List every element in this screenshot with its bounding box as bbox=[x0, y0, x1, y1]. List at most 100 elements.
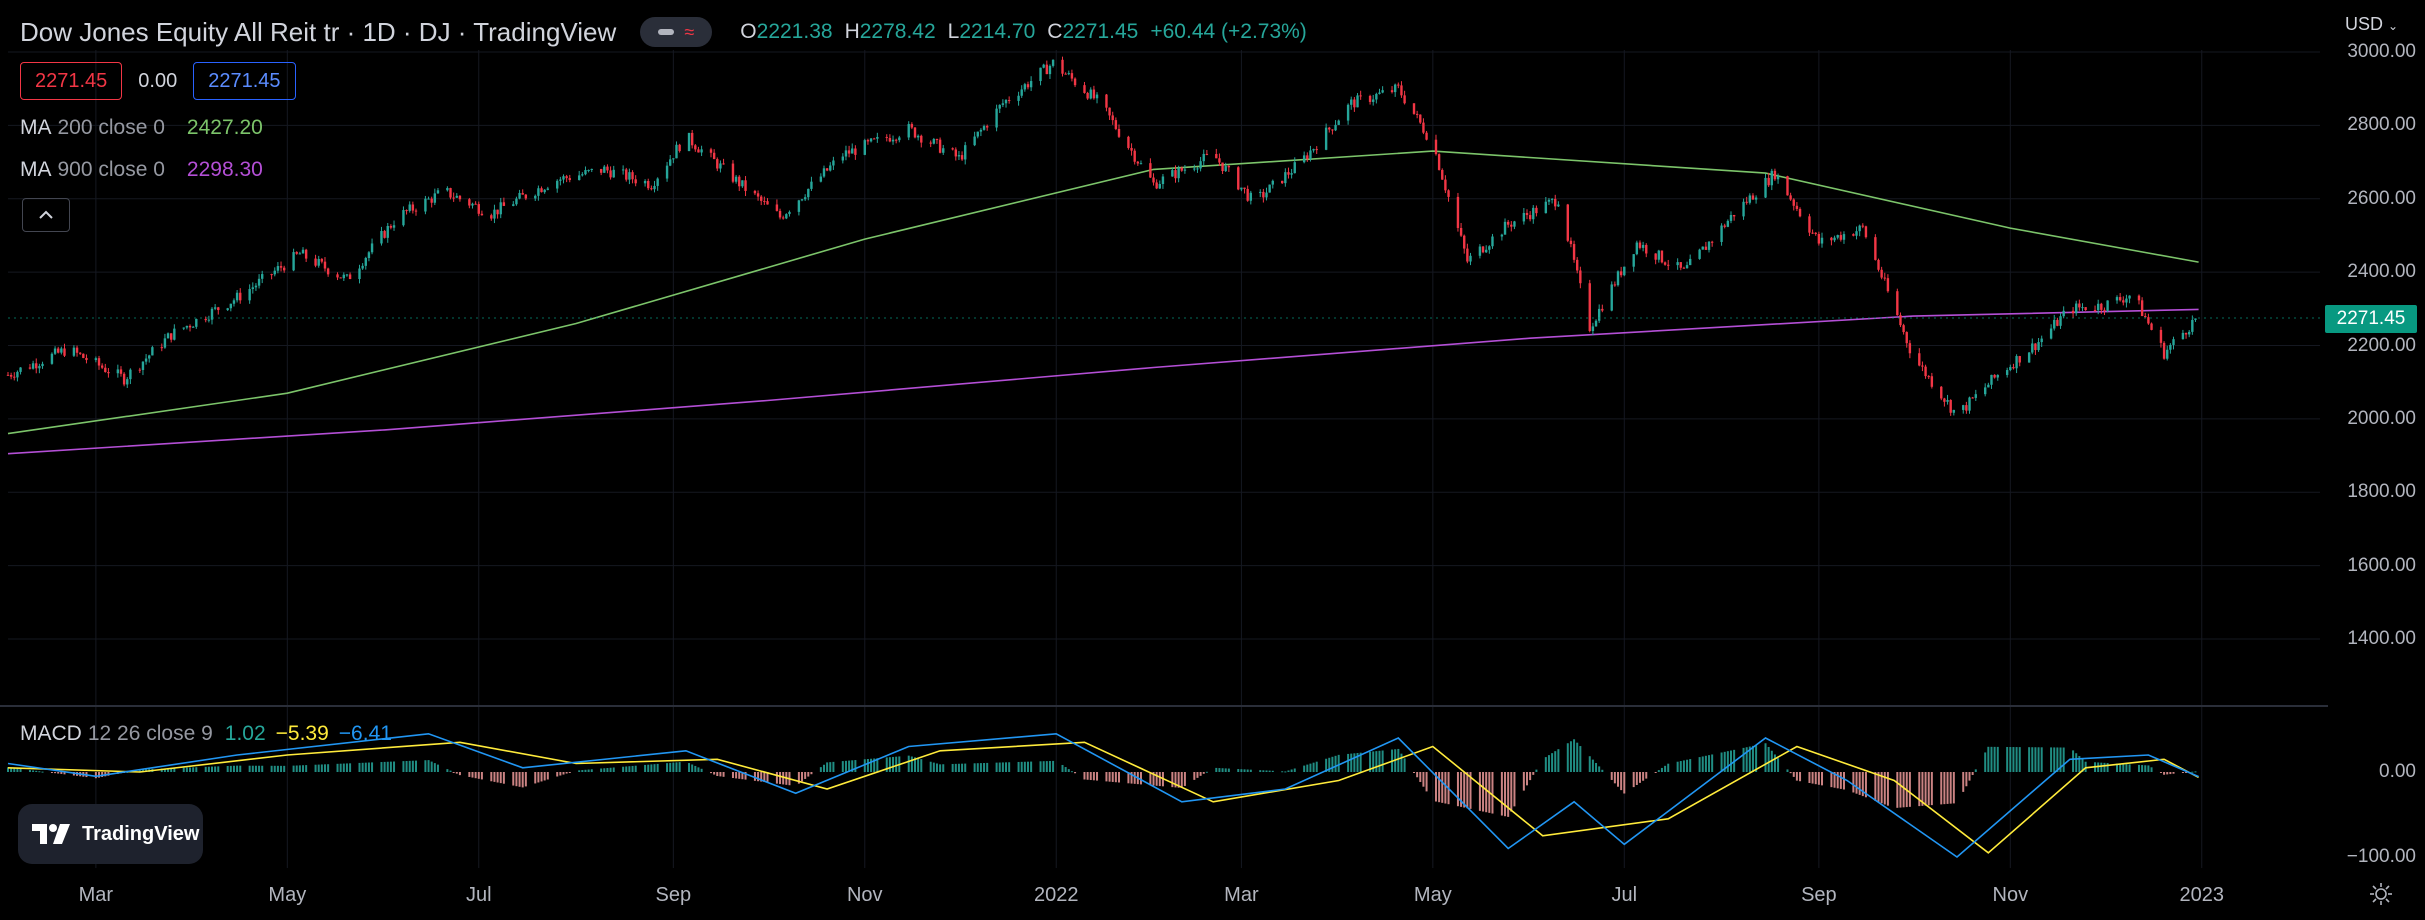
candle[interactable] bbox=[669, 155, 672, 167]
candle[interactable] bbox=[1444, 175, 1447, 194]
buy-price-button[interactable]: 2271.45 bbox=[193, 62, 296, 100]
candle[interactable] bbox=[1243, 187, 1246, 194]
candle[interactable] bbox=[2125, 294, 2128, 308]
candle[interactable] bbox=[1839, 231, 1843, 242]
candle[interactable] bbox=[756, 190, 760, 201]
candle[interactable] bbox=[537, 185, 540, 201]
candle[interactable] bbox=[2147, 313, 2150, 325]
candle[interactable] bbox=[358, 264, 361, 284]
candle[interactable] bbox=[1682, 266, 1686, 269]
candle[interactable] bbox=[1262, 188, 1265, 203]
candle[interactable] bbox=[455, 193, 458, 198]
candle[interactable] bbox=[1710, 240, 1714, 247]
candle[interactable] bbox=[518, 189, 521, 200]
candle[interactable] bbox=[1177, 165, 1180, 183]
candle[interactable] bbox=[1896, 288, 1899, 316]
candle[interactable] bbox=[6, 371, 10, 376]
candle[interactable] bbox=[1864, 225, 1868, 239]
candle[interactable] bbox=[2093, 305, 2097, 313]
candle[interactable] bbox=[257, 274, 261, 289]
candle[interactable] bbox=[424, 195, 427, 215]
candle[interactable] bbox=[82, 353, 85, 359]
candle[interactable] bbox=[320, 258, 324, 264]
candle[interactable] bbox=[301, 247, 305, 254]
candle[interactable] bbox=[72, 345, 76, 357]
candle[interactable] bbox=[104, 363, 107, 373]
candle[interactable] bbox=[910, 122, 914, 130]
candle[interactable] bbox=[1798, 207, 1802, 218]
candle[interactable] bbox=[1572, 240, 1576, 263]
candle[interactable] bbox=[716, 157, 719, 172]
candle[interactable] bbox=[1400, 81, 1403, 98]
candle[interactable] bbox=[634, 175, 637, 187]
candle[interactable] bbox=[499, 197, 502, 219]
candle[interactable] bbox=[643, 179, 647, 187]
candle[interactable] bbox=[2115, 295, 2119, 304]
candle[interactable] bbox=[2194, 318, 2197, 322]
candle[interactable] bbox=[1089, 87, 1092, 100]
candle[interactable] bbox=[2103, 307, 2106, 316]
candle[interactable] bbox=[1842, 231, 1846, 244]
candle[interactable] bbox=[1679, 261, 1682, 271]
candle[interactable] bbox=[116, 364, 120, 378]
candle[interactable] bbox=[891, 135, 895, 145]
candle[interactable] bbox=[1528, 211, 1532, 222]
candle[interactable] bbox=[2081, 303, 2084, 312]
candle[interactable] bbox=[1441, 168, 1444, 180]
candle[interactable] bbox=[1459, 223, 1463, 237]
candle[interactable] bbox=[1023, 82, 1027, 92]
candle[interactable] bbox=[1535, 205, 1538, 217]
candle[interactable] bbox=[650, 185, 653, 191]
candle[interactable] bbox=[471, 202, 474, 209]
candle[interactable] bbox=[1660, 250, 1664, 264]
candle[interactable] bbox=[2031, 338, 2034, 355]
candle[interactable] bbox=[248, 284, 251, 304]
macd-signal-line[interactable] bbox=[7, 741, 2199, 854]
candle[interactable] bbox=[1554, 194, 1557, 211]
candle[interactable] bbox=[229, 303, 233, 312]
candle[interactable] bbox=[800, 198, 804, 202]
candle[interactable] bbox=[1312, 148, 1315, 153]
candle[interactable] bbox=[2005, 367, 2009, 378]
candle[interactable] bbox=[2191, 315, 2194, 335]
candle[interactable] bbox=[876, 132, 879, 143]
candle[interactable] bbox=[126, 377, 129, 388]
candle[interactable] bbox=[1594, 319, 1598, 327]
candle[interactable] bbox=[1726, 219, 1730, 228]
candle[interactable] bbox=[2040, 335, 2043, 348]
candle[interactable] bbox=[625, 167, 628, 182]
candle[interactable] bbox=[979, 128, 983, 137]
candle[interactable] bbox=[336, 272, 339, 281]
candle[interactable] bbox=[1174, 165, 1177, 183]
candle[interactable] bbox=[1180, 166, 1183, 172]
candle[interactable] bbox=[1070, 69, 1074, 82]
candle[interactable] bbox=[543, 189, 546, 194]
candle[interactable] bbox=[609, 166, 612, 180]
candle[interactable] bbox=[298, 251, 302, 255]
candle[interactable] bbox=[760, 195, 763, 206]
candle[interactable] bbox=[562, 174, 565, 184]
candle[interactable] bbox=[781, 215, 785, 220]
candle[interactable] bbox=[339, 277, 342, 279]
candle[interactable] bbox=[191, 325, 195, 328]
candle[interactable] bbox=[446, 186, 449, 192]
candle[interactable] bbox=[1048, 64, 1052, 79]
candle[interactable] bbox=[690, 130, 694, 149]
candle[interactable] bbox=[1026, 81, 1030, 90]
candle[interactable] bbox=[2188, 329, 2191, 338]
candle[interactable] bbox=[556, 179, 559, 193]
candle[interactable] bbox=[1503, 218, 1507, 235]
candle[interactable] bbox=[1484, 245, 1488, 253]
candle[interactable] bbox=[129, 368, 132, 385]
candle[interactable] bbox=[1390, 86, 1394, 94]
ma900-legend[interactable]: MA 900 close 0 2298.30 bbox=[20, 158, 263, 182]
candle[interactable] bbox=[1117, 124, 1121, 138]
candle[interactable] bbox=[1685, 261, 1689, 269]
candle[interactable] bbox=[63, 343, 66, 357]
candle[interactable] bbox=[1569, 237, 1573, 248]
candle[interactable] bbox=[1249, 190, 1253, 205]
candle[interactable] bbox=[1946, 394, 1949, 405]
candle[interactable] bbox=[873, 137, 876, 140]
candle[interactable] bbox=[785, 213, 788, 220]
candle[interactable] bbox=[151, 345, 154, 356]
